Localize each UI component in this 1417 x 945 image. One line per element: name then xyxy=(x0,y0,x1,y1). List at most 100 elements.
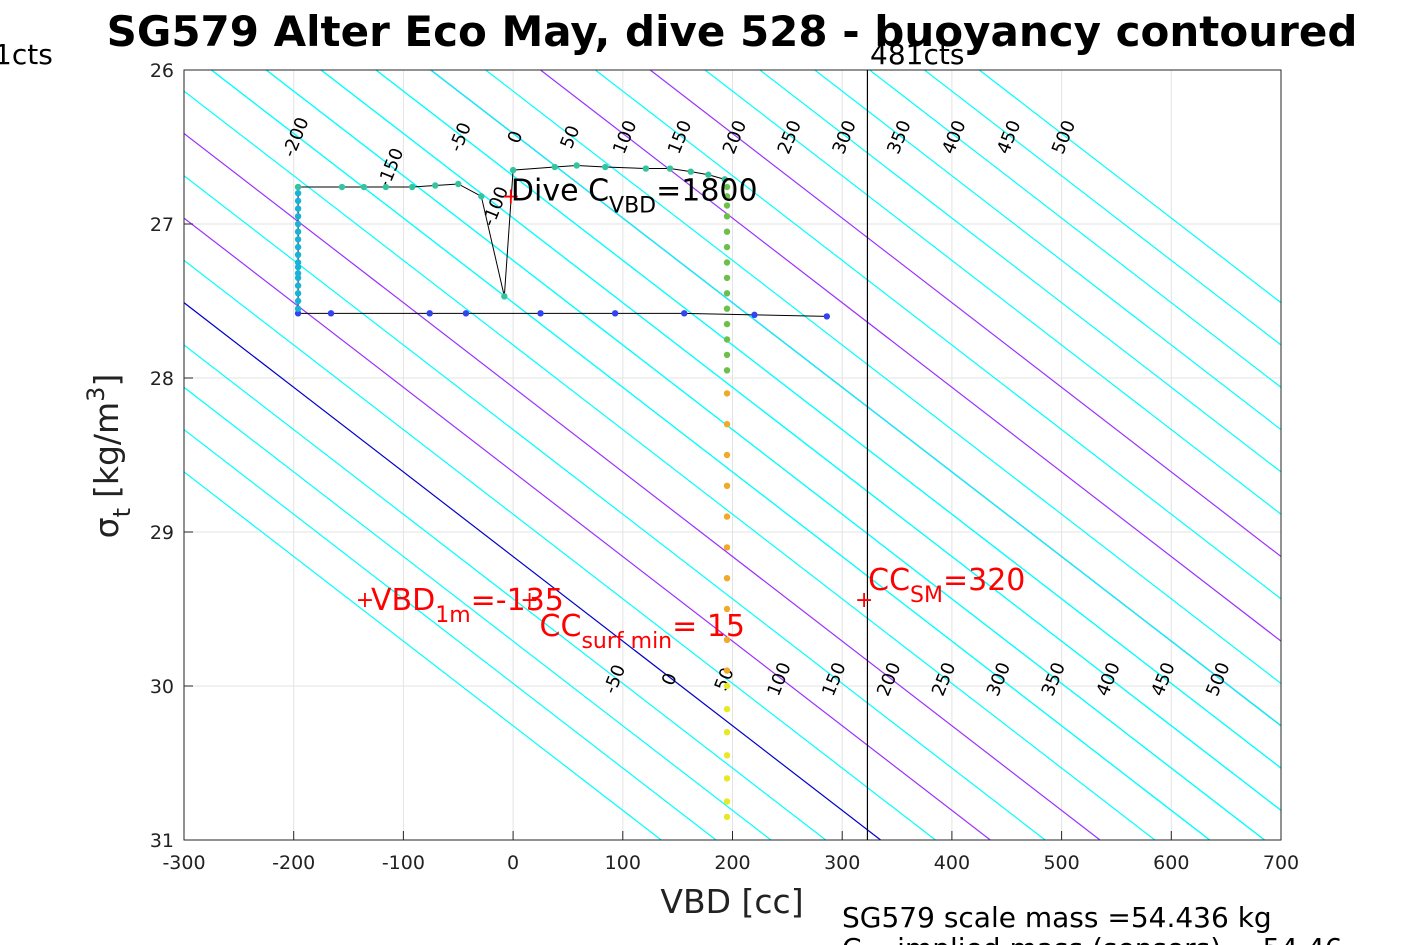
data-point xyxy=(294,220,302,228)
data-point xyxy=(723,367,731,374)
contour-line xyxy=(184,90,1156,840)
marker-plus: + xyxy=(356,588,374,613)
footer-scale-mass: SG579 scale mass =54.436 kg xyxy=(842,901,1272,934)
contour-label-bottom: 200 xyxy=(873,659,905,699)
data-point xyxy=(723,451,731,459)
data-point xyxy=(723,775,731,782)
data-point xyxy=(681,310,688,317)
data-point xyxy=(723,544,731,551)
contour-label-bottom: 150 xyxy=(818,659,850,699)
data-point xyxy=(537,310,544,317)
contour-line xyxy=(869,70,1281,389)
dive-path-line xyxy=(297,164,827,317)
contour-line xyxy=(184,386,772,840)
data-point xyxy=(687,168,695,175)
data-point xyxy=(723,798,731,805)
contour-line xyxy=(184,259,936,840)
y-tick-label: 29 xyxy=(150,522,174,544)
contour-line xyxy=(265,70,1265,840)
data-point xyxy=(666,165,674,172)
data-point xyxy=(723,605,731,613)
left-counts-label: 1cts xyxy=(0,38,53,71)
x-ticks: -300 -200 -100 0 100 200 300 400 500 600 700 xyxy=(162,831,1299,874)
series-layer xyxy=(294,162,831,821)
contour-line xyxy=(759,70,1281,473)
contour-line xyxy=(595,70,1281,600)
data-point xyxy=(573,162,580,169)
annotation-text: CCSM=320 xyxy=(868,563,1025,608)
data-point xyxy=(294,263,302,271)
contour-line xyxy=(184,217,991,840)
x-tick-label: 100 xyxy=(605,852,641,874)
y-tick-label: 30 xyxy=(150,676,174,698)
contour-label-bottom: 400 xyxy=(1092,659,1124,699)
data-point xyxy=(432,182,439,189)
data-point xyxy=(501,293,508,300)
data-point xyxy=(751,311,758,319)
data-point xyxy=(408,183,416,191)
contour-label-bottom: 300 xyxy=(983,659,1015,699)
contour-line xyxy=(978,70,1281,304)
contour-label-top: 350 xyxy=(883,117,915,157)
data-point xyxy=(723,813,731,821)
contour-label-top: 500 xyxy=(1048,117,1080,157)
annotation-text: VBD1m=-135 xyxy=(371,583,564,628)
markers-layer: + + + + xyxy=(356,184,874,612)
data-point xyxy=(723,351,731,359)
data-point xyxy=(723,513,731,520)
data-point xyxy=(294,228,302,235)
data-point xyxy=(723,575,731,582)
contour-line xyxy=(211,70,1211,840)
contour-line xyxy=(924,70,1281,346)
annotation-sub: surf min xyxy=(581,629,672,654)
data-point xyxy=(723,682,731,690)
annotation-sub: VBD xyxy=(609,193,656,218)
data-point xyxy=(327,310,335,317)
data-point xyxy=(294,297,302,305)
data-point xyxy=(294,310,302,317)
data-point xyxy=(360,183,368,191)
x-tick-label: 300 xyxy=(824,852,860,874)
data-point xyxy=(823,313,831,320)
data-point xyxy=(382,183,390,191)
data-point xyxy=(723,202,731,209)
x-tick-label: 0 xyxy=(507,852,519,874)
data-point xyxy=(611,310,619,317)
data-point xyxy=(723,243,731,251)
x-tick-label: -300 xyxy=(162,852,205,874)
data-point xyxy=(478,193,485,200)
annotation-rest: =-135 xyxy=(471,583,564,618)
contour-line xyxy=(430,70,1281,727)
annotation-text: CCsurf min= 15 xyxy=(540,609,745,654)
x-tick-label: 700 xyxy=(1263,852,1299,874)
contour-line xyxy=(184,132,1101,840)
data-point xyxy=(723,320,731,328)
x-tick-label: -200 xyxy=(272,852,315,874)
data-point xyxy=(723,729,731,736)
contour-label-top: 400 xyxy=(938,117,970,157)
contour-line xyxy=(375,70,1281,769)
contour-line xyxy=(184,344,827,840)
data-point xyxy=(455,180,462,188)
data-point xyxy=(723,259,731,266)
data-point xyxy=(462,310,470,317)
annotation-sub: 1m xyxy=(435,603,470,628)
contour-line xyxy=(320,70,1281,812)
footer-implied-mass: C... implied mass (sensors) = 54.46 xyxy=(842,932,1343,945)
contour-line xyxy=(704,70,1281,515)
data-point xyxy=(602,163,609,171)
contour-label-bottom: 450 xyxy=(1147,659,1179,699)
contour-label-top: 200 xyxy=(719,117,751,157)
data-point xyxy=(338,183,346,191)
contour-line xyxy=(184,301,881,840)
annotation-rest: =320 xyxy=(943,563,1025,598)
annotation-rest: = 15 xyxy=(672,609,745,644)
contour-label-bottom: 350 xyxy=(1038,659,1070,699)
contour-label-top: 100 xyxy=(609,117,641,157)
x-tick-label: 400 xyxy=(934,852,970,874)
contour-label-top: -50 xyxy=(445,120,475,155)
marker-plus: + xyxy=(855,588,873,613)
data-point xyxy=(294,190,302,197)
contour-layer xyxy=(184,70,1281,840)
